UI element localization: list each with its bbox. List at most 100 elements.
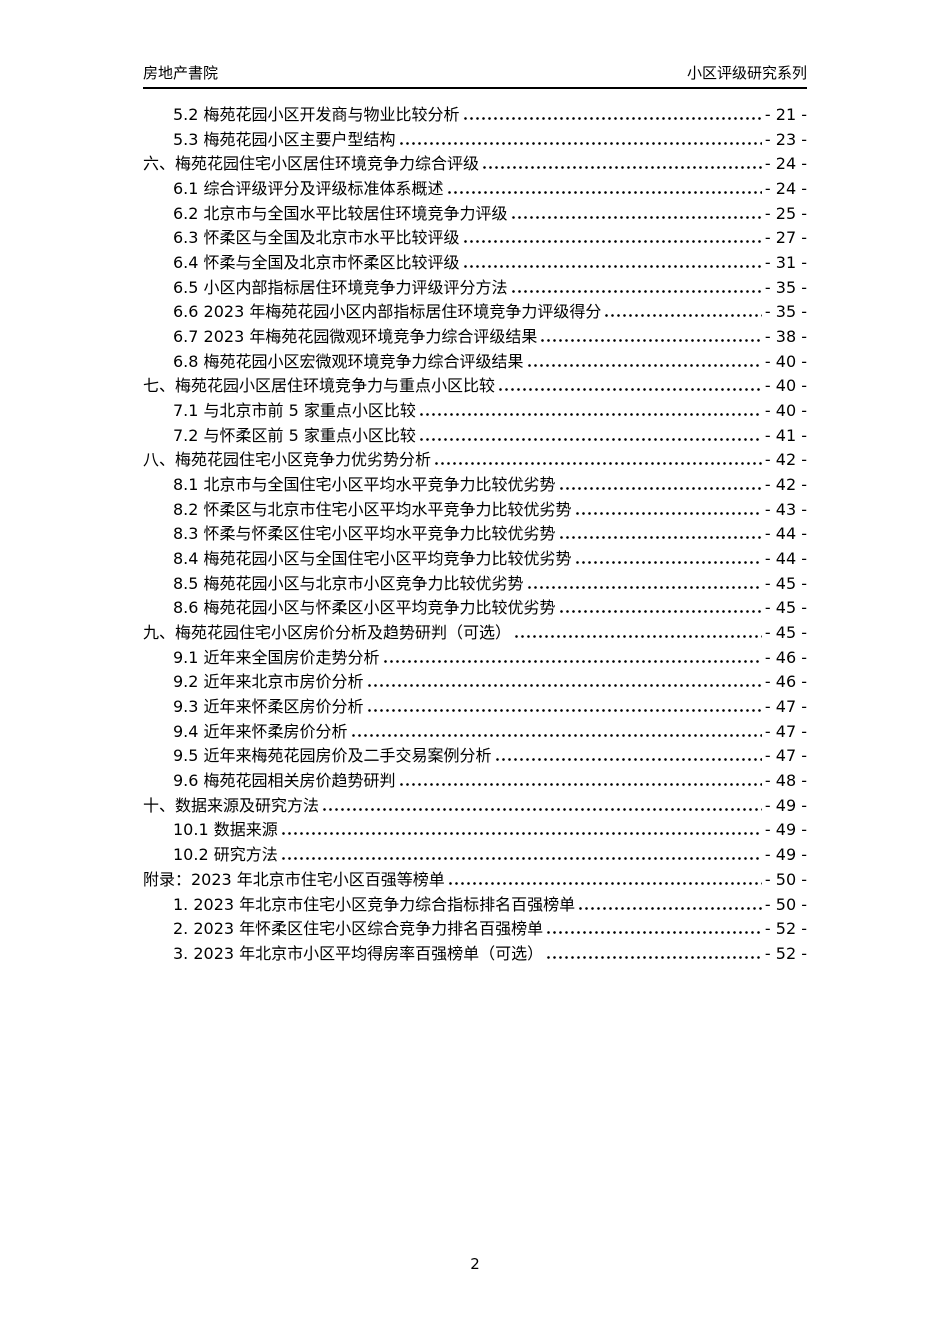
toc-entry[interactable]: 8.1 北京市与全国住宅小区平均水平竞争力比较优劣势 - 42 - bbox=[143, 473, 807, 498]
dot-leader bbox=[367, 684, 762, 688]
toc-entry[interactable]: 6.8 梅苑花园小区宏微观环境竞争力综合评级结果 - 40 - bbox=[143, 350, 807, 375]
dot-leader bbox=[351, 733, 762, 737]
toc-entry-title: 七、梅苑花园小区居住环境竞争力与重点小区比较 bbox=[143, 376, 496, 396]
dot-leader bbox=[579, 906, 762, 910]
toc-entry[interactable]: 8.6 梅苑花园小区与怀柔区小区平均竞争力比较优劣势 - 45 - bbox=[143, 596, 807, 621]
dot-leader bbox=[515, 635, 762, 639]
toc-entry[interactable]: 7.1 与北京市前 5 家重点小区比较 - 40 - bbox=[143, 399, 807, 424]
toc-entry-page: - 40 - bbox=[764, 376, 807, 396]
toc-entry-page: - 50 - bbox=[764, 894, 807, 914]
toc-entry[interactable]: 5.3 梅苑花园小区主要户型结构 - 23 - bbox=[143, 128, 807, 153]
toc-entry[interactable]: 1. 2023 年北京市住宅小区竞争力综合指标排名百强榜单 - 50 - bbox=[143, 893, 807, 918]
toc-entry-page: - 46 - bbox=[764, 672, 807, 692]
toc-entry[interactable]: 6.3 怀柔区与全国及北京市水平比较评级 - 27 - bbox=[143, 226, 807, 251]
toc-entry-title: 9.6 梅苑花园相关房价趋势研判 bbox=[173, 771, 396, 791]
toc-entry-page: - 42 - bbox=[764, 450, 807, 470]
toc-entry[interactable]: 9.5 近年来梅苑花园房价及二手交易案例分析 - 47 - bbox=[143, 744, 807, 769]
toc-entry-title: 6.2 北京市与全国水平比较居住环境竞争力评级 bbox=[173, 203, 508, 223]
toc-entry[interactable]: 9.3 近年来怀柔区房价分析 - 47 - bbox=[143, 695, 807, 720]
toc-entry-page: - 45 - bbox=[764, 623, 807, 643]
dot-leader bbox=[541, 339, 762, 343]
toc-entry-title: 6.8 梅苑花园小区宏微观环境竞争力综合评级结果 bbox=[173, 351, 524, 371]
toc-entry-page: - 44 - bbox=[764, 524, 807, 544]
toc-entry-page: - 24 - bbox=[764, 154, 807, 174]
toc-entry[interactable]: 6.7 2023 年梅苑花园微观环境竞争力综合评级结果 - 38 - bbox=[143, 325, 807, 350]
toc-entry[interactable]: 8.4 梅苑花园小区与全国住宅小区平均竞争力比较优劣势 - 44 - bbox=[143, 547, 807, 572]
dot-leader bbox=[559, 487, 762, 491]
toc-entry-page: - 49 - bbox=[764, 820, 807, 840]
toc-entry[interactable]: 9.6 梅苑花园相关房价趋势研判 - 48 - bbox=[143, 769, 807, 794]
toc-entry[interactable]: 十、数据来源及研究方法 - 49 - bbox=[143, 794, 807, 819]
dot-leader bbox=[499, 388, 762, 392]
toc-entry[interactable]: 6.1 综合评级评分及评级标准体系概述 - 24 - bbox=[143, 177, 807, 202]
toc-entry[interactable]: 8.5 梅苑花园小区与北京市小区竞争力比较优劣势 - 45 - bbox=[143, 572, 807, 597]
toc-entry[interactable]: 八、梅苑花园住宅小区竞争力优劣势分析 - 42 - bbox=[143, 448, 807, 473]
toc-entry[interactable]: 6.4 怀柔与全国及北京市怀柔区比较评级 - 31 - bbox=[143, 251, 807, 276]
toc-entry-page: - 52 - bbox=[764, 943, 807, 963]
toc-entry-title: 九、梅苑花园住宅小区房价分析及趋势研判（可选） bbox=[143, 623, 512, 643]
toc-entry-page: - 42 - bbox=[764, 475, 807, 495]
toc-entry-page: - 41 - bbox=[764, 425, 807, 445]
toc-entry-title: 2. 2023 年怀柔区住宅小区综合竞争力排名百强榜单 bbox=[173, 919, 544, 939]
toc-entry-title: 8.5 梅苑花园小区与北京市小区竞争力比较优劣势 bbox=[173, 573, 524, 593]
table-of-contents: 5.2 梅苑花园小区开发商与物业比较分析 - 21 - 5.3 梅苑花园小区主要… bbox=[143, 103, 807, 967]
dot-leader bbox=[448, 881, 762, 885]
toc-entry[interactable]: 七、梅苑花园小区居住环境竞争力与重点小区比较 - 40 - bbox=[143, 374, 807, 399]
toc-entry-page: - 27 - bbox=[764, 228, 807, 248]
toc-entry-page: - 25 - bbox=[764, 203, 807, 223]
dot-leader bbox=[527, 585, 762, 589]
dot-leader bbox=[419, 437, 762, 441]
dot-leader bbox=[511, 289, 762, 293]
toc-entry-title: 八、梅苑花园住宅小区竞争力优劣势分析 bbox=[143, 450, 432, 470]
toc-entry[interactable]: 8.2 怀柔区与北京市住宅小区平均水平竞争力比较优劣势 - 43 - bbox=[143, 498, 807, 523]
toc-entry-page: - 35 - bbox=[764, 277, 807, 297]
toc-entry-title: 9.4 近年来怀柔房价分析 bbox=[173, 721, 348, 741]
dot-leader bbox=[605, 314, 762, 318]
toc-entry-title: 8.2 怀柔区与北京市住宅小区平均水平竞争力比较优劣势 bbox=[173, 499, 572, 519]
toc-entry[interactable]: 3. 2023 年北京市小区平均得房率百强榜单（可选） - 52 - bbox=[143, 942, 807, 967]
toc-entry[interactable]: 5.2 梅苑花园小区开发商与物业比较分析 - 21 - bbox=[143, 103, 807, 128]
page-header: 房地产書院 小区评级研究系列 bbox=[143, 62, 807, 89]
toc-entry-title: 6.1 综合评级评分及评级标准体系概述 bbox=[173, 179, 444, 199]
dot-leader bbox=[575, 511, 762, 515]
toc-entry[interactable]: 六、梅苑花园住宅小区居住环境竞争力综合评级 - 24 - bbox=[143, 152, 807, 177]
toc-entry-page: - 46 - bbox=[764, 647, 807, 667]
toc-entry[interactable]: 7.2 与怀柔区前 5 家重点小区比较 - 41 - bbox=[143, 424, 807, 449]
toc-entry-page: - 23 - bbox=[764, 129, 807, 149]
toc-entry-title: 10.1 数据来源 bbox=[173, 820, 278, 840]
toc-entry-title: 8.6 梅苑花园小区与怀柔区小区平均竞争力比较优劣势 bbox=[173, 598, 556, 618]
toc-entry-title: 5.2 梅苑花园小区开发商与物业比较分析 bbox=[173, 105, 460, 124]
toc-entry-title: 六、梅苑花园住宅小区居住环境竞争力综合评级 bbox=[143, 154, 480, 174]
toc-entry-title: 3. 2023 年北京市小区平均得房率百强榜单（可选） bbox=[173, 943, 544, 963]
dot-leader bbox=[575, 561, 762, 565]
dot-leader bbox=[559, 610, 762, 614]
toc-entry-title: 7.1 与北京市前 5 家重点小区比较 bbox=[173, 401, 416, 421]
toc-entry[interactable]: 9.1 近年来全国房价走势分析 - 46 - bbox=[143, 646, 807, 671]
toc-entry[interactable]: 6.5 小区内部指标居住环境竞争力评级评分方法 - 35 - bbox=[143, 276, 807, 301]
toc-entry-page: - 35 - bbox=[764, 302, 807, 322]
toc-entry-page: - 47 - bbox=[764, 721, 807, 741]
toc-entry[interactable]: 6.2 北京市与全国水平比较居住环境竞争力评级 - 25 - bbox=[143, 202, 807, 227]
toc-entry[interactable]: 2. 2023 年怀柔区住宅小区综合竞争力排名百强榜单 - 52 - bbox=[143, 917, 807, 942]
toc-entry[interactable]: 9.2 近年来北京市房价分析 - 46 - bbox=[143, 670, 807, 695]
toc-entry[interactable]: 8.3 怀柔与怀柔区住宅小区平均水平竞争力比较优劣势 - 44 - bbox=[143, 522, 807, 547]
toc-entry-title: 6.7 2023 年梅苑花园微观环境竞争力综合评级结果 bbox=[173, 327, 538, 347]
toc-entry-page: - 21 - bbox=[764, 105, 807, 124]
toc-entry[interactable]: 10.2 研究方法 - 49 - bbox=[143, 843, 807, 868]
toc-entry[interactable]: 九、梅苑花园住宅小区房价分析及趋势研判（可选） - 45 - bbox=[143, 621, 807, 646]
toc-entry[interactable]: 附录：2023 年北京市住宅小区百强等榜单 - 50 - bbox=[143, 868, 807, 893]
toc-entry-title: 6.5 小区内部指标居住环境竞争力评级评分方法 bbox=[173, 277, 508, 297]
header-left-text: 房地产書院 bbox=[143, 64, 219, 82]
toc-entry-title: 附录：2023 年北京市住宅小区百强等榜单 bbox=[143, 869, 445, 889]
toc-entry[interactable]: 6.6 2023 年梅苑花园小区内部指标居住环境竞争力评级得分 - 35 - bbox=[143, 300, 807, 325]
toc-entry[interactable]: 10.1 数据来源 - 49 - bbox=[143, 818, 807, 843]
dot-leader bbox=[435, 462, 762, 466]
toc-entry[interactable]: 9.4 近年来怀柔房价分析 - 47 - bbox=[143, 720, 807, 745]
dot-leader bbox=[463, 240, 762, 244]
toc-entry-title: 8.4 梅苑花园小区与全国住宅小区平均竞争力比较优劣势 bbox=[173, 549, 572, 569]
dot-leader bbox=[547, 931, 762, 935]
toc-entry-page: - 49 - bbox=[764, 845, 807, 865]
dot-leader bbox=[323, 807, 762, 811]
toc-entry-page: - 40 - bbox=[764, 401, 807, 421]
